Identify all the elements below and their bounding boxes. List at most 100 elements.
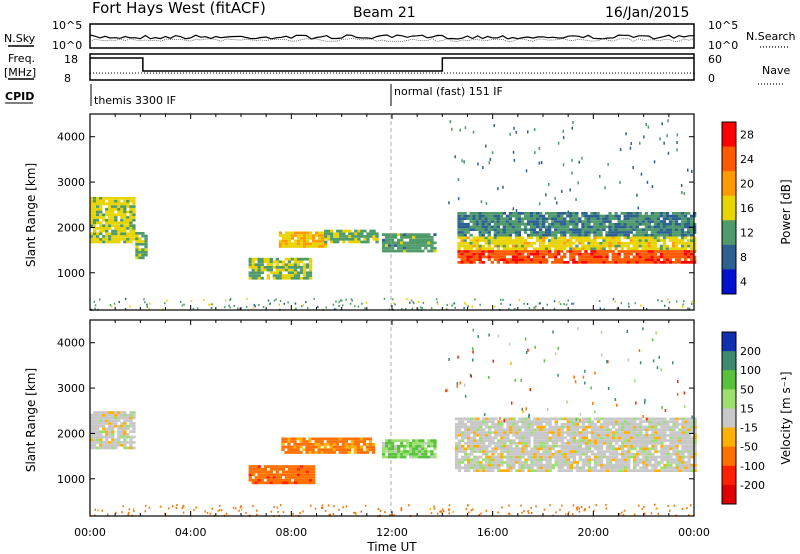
velocity-cell xyxy=(397,444,401,448)
velocity-cell xyxy=(105,411,109,414)
power-cell xyxy=(406,233,410,236)
power-cell xyxy=(667,151,670,155)
velocity-cell xyxy=(615,433,619,437)
velocity-cell xyxy=(563,461,567,464)
velocity-cell xyxy=(93,433,97,436)
power-cell xyxy=(287,301,289,304)
velocity-cell xyxy=(461,439,465,442)
power-cell xyxy=(635,233,639,237)
power-cell xyxy=(478,255,482,259)
velocity-cell xyxy=(123,416,127,420)
power-cell xyxy=(548,255,552,259)
velocity-cell xyxy=(105,413,109,417)
velocity-cell xyxy=(581,436,586,440)
power-ytick-label: 3000 xyxy=(57,176,85,189)
power-cell xyxy=(348,240,352,244)
velocity-cell xyxy=(115,511,117,514)
power-cell xyxy=(605,258,609,261)
velocity-cell xyxy=(533,469,537,472)
power-cell xyxy=(536,239,540,242)
velocity-cell xyxy=(657,450,661,453)
velocity-cell xyxy=(566,461,570,464)
power-cell xyxy=(563,261,567,264)
velocity-cell xyxy=(424,447,428,451)
velocity-cell xyxy=(657,433,661,437)
velocity-cell xyxy=(693,450,697,453)
power-cell xyxy=(385,238,389,242)
power-cell xyxy=(596,212,600,215)
power-cell xyxy=(638,236,642,240)
velocity-cell xyxy=(117,433,121,436)
velocity-cell xyxy=(479,436,483,440)
velocity-cell xyxy=(433,452,437,456)
velocity-cell xyxy=(557,461,561,464)
velocity-cell xyxy=(515,450,519,453)
velocity-cell xyxy=(488,425,492,429)
power-cell xyxy=(308,271,313,275)
power-cell xyxy=(629,247,633,251)
velocity-cell xyxy=(584,469,589,472)
power-cell xyxy=(248,263,252,266)
velocity-cell xyxy=(241,508,243,511)
power-cell xyxy=(693,222,697,226)
velocity-cell xyxy=(418,442,422,445)
power-cell xyxy=(499,220,503,223)
velocity-cell xyxy=(542,452,546,456)
velocity-colorbar-swatch xyxy=(722,484,736,505)
power-cell xyxy=(484,212,488,215)
power-cell xyxy=(457,236,461,240)
power-cell xyxy=(493,233,497,237)
velocity-cell xyxy=(678,463,682,467)
velocity-cell xyxy=(566,431,570,434)
velocity-cell xyxy=(93,438,97,442)
power-cell xyxy=(572,247,576,251)
velocity-cell xyxy=(284,481,289,485)
power-cell xyxy=(532,258,537,261)
power-cell xyxy=(502,250,506,253)
power-cell xyxy=(671,228,676,231)
power-cell xyxy=(463,250,467,253)
power-cell xyxy=(517,236,522,240)
velocity-cell xyxy=(302,448,306,452)
velocity-cell xyxy=(545,458,549,462)
power-cell xyxy=(587,255,591,259)
power-cell xyxy=(517,217,522,221)
velocity-cell xyxy=(506,452,510,456)
power-colorbar-swatch xyxy=(722,146,736,172)
power-cell xyxy=(602,217,606,221)
power-cell xyxy=(650,241,654,245)
power-cell xyxy=(502,233,506,237)
power-cell xyxy=(278,245,283,248)
power-cell xyxy=(590,244,594,248)
velocity-cell xyxy=(627,466,631,470)
power-cell xyxy=(144,253,148,257)
power-cell xyxy=(469,252,473,256)
velocity-cell xyxy=(666,433,670,437)
velocity-cell xyxy=(281,467,286,471)
velocity-cell xyxy=(368,448,373,452)
velocity-cell xyxy=(642,455,646,459)
power-cell xyxy=(523,222,528,226)
velocity-cell xyxy=(518,469,522,472)
velocity-cell xyxy=(518,447,522,451)
velocity-cell xyxy=(587,455,592,459)
velocity-cell xyxy=(618,423,622,426)
velocity-cell xyxy=(657,423,661,426)
power-cell xyxy=(578,255,582,259)
velocity-cell xyxy=(497,511,499,514)
power-cell xyxy=(539,244,543,248)
power-cell xyxy=(478,244,482,248)
velocity-cell xyxy=(488,455,492,459)
velocity-cell xyxy=(467,420,471,423)
velocity-cell xyxy=(521,407,523,411)
power-cell xyxy=(626,214,630,218)
power-cell xyxy=(287,237,292,240)
velocity-cell xyxy=(472,350,474,354)
power-cell xyxy=(135,237,139,241)
power-cell xyxy=(548,225,552,229)
power-cell xyxy=(629,214,633,218)
power-cell xyxy=(120,232,124,236)
velocity-cell xyxy=(684,447,688,451)
power-cell xyxy=(608,261,612,264)
velocity-cell xyxy=(480,512,482,515)
